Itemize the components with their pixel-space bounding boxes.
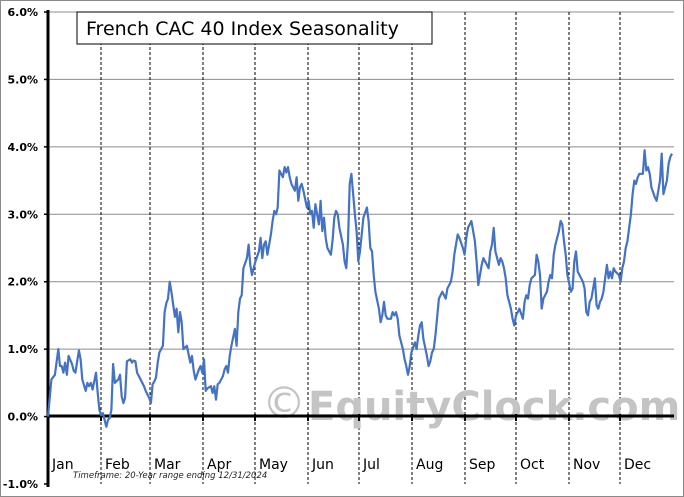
chart-title: French CAC 40 Index Seasonality	[86, 18, 399, 40]
month-label-aug: Aug	[416, 457, 443, 473]
month-label-jun: Jun	[311, 457, 334, 473]
month-label-dec: Dec	[624, 457, 651, 473]
month-label-jan: Jan	[51, 457, 74, 473]
y-axis-ticks: 6.0% 5.0% 4.0% 3.0% 2.0% 1.0% 0.0% -1.0%	[3, 6, 48, 491]
y-tick-label: 1.0%	[7, 343, 38, 356]
month-labels: Jan Feb Mar Apr May Jun Jul Aug Sep Oct Nov Dec	[51, 457, 651, 473]
month-label-apr: Apr	[207, 457, 231, 473]
watermark: © EquityClock.com	[262, 378, 680, 430]
timeframe-footnote: Timeframe: 20-Year range ending 12/31/20…	[73, 471, 267, 481]
chart-title-box: French CAC 40 Index Seasonality	[76, 11, 433, 45]
month-label-jul: Jul	[362, 457, 380, 473]
month-label-may: May	[259, 457, 288, 473]
month-label-oct: Oct	[520, 457, 545, 473]
watermark-text: EquityClock.com	[308, 384, 680, 430]
copyright-icon: ©	[262, 378, 306, 429]
month-label-nov: Nov	[573, 457, 600, 473]
y-tick-label: -1.0%	[3, 478, 38, 491]
x-axis-ticks	[100, 414, 621, 421]
y-tick-label: 6.0%	[7, 6, 38, 19]
y-tick-label: 0.0%	[7, 411, 38, 424]
horizontal-gridlines	[48, 11, 674, 350]
y-tick-label: 2.0%	[7, 276, 38, 289]
y-tick-label: 4.0%	[7, 141, 38, 154]
seasonality-line	[46, 149, 673, 428]
month-label-sep: Sep	[469, 457, 496, 473]
month-label-feb: Feb	[105, 457, 130, 473]
y-tick-label: 3.0%	[7, 208, 38, 221]
month-label-mar: Mar	[154, 457, 181, 473]
y-tick-label: 5.0%	[7, 73, 38, 86]
